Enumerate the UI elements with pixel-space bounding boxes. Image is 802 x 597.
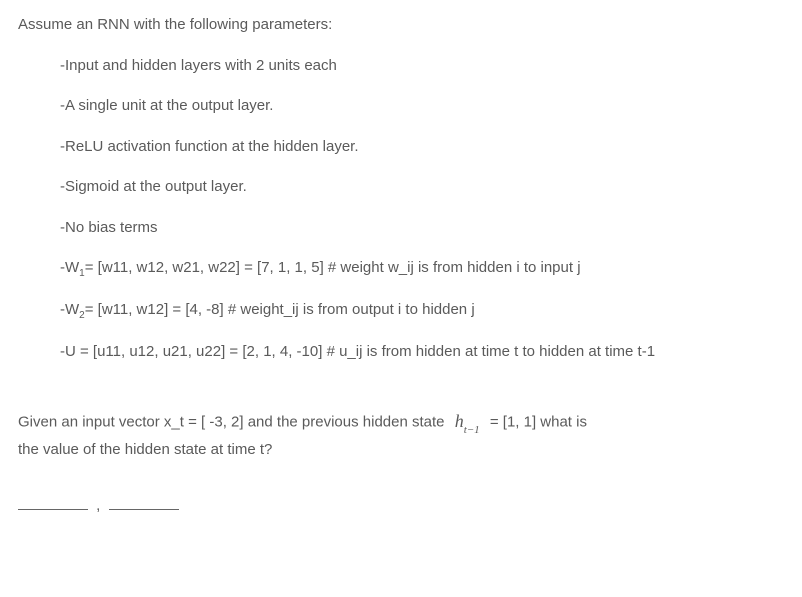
math-h-sub: t−1 bbox=[464, 424, 480, 436]
bullet-item: -A single unit at the output layer. bbox=[60, 95, 784, 118]
question-block: Given an input vector x_t = [ -3, 2] and… bbox=[18, 408, 784, 462]
answer-blank-2[interactable] bbox=[109, 496, 179, 510]
answer-blank-1[interactable] bbox=[18, 496, 88, 510]
question-line1: Given an input vector x_t = [ -3, 2] and… bbox=[18, 408, 784, 437]
bullet-item: -Input and hidden layers with 2 units ea… bbox=[60, 55, 784, 78]
math-h-t-minus-1: ht−1 bbox=[455, 408, 480, 437]
w1-rest: = [w11, w12, w21, w22] = [7, 1, 1, 5] # … bbox=[85, 259, 581, 276]
bullet-item: -ReLU activation function at the hidden … bbox=[60, 136, 784, 159]
w2-rest: = [w11, w12] = [4, -8] # weight_ij is fr… bbox=[85, 301, 475, 318]
w1-prefix: -W bbox=[60, 259, 79, 276]
w2-prefix: -W bbox=[60, 301, 79, 318]
question-part1: Given an input vector x_t = [ -3, 2] and… bbox=[18, 413, 449, 430]
bullet-item: -U = [u11, u12, u21, u22] = [2, 1, 4, -1… bbox=[60, 341, 784, 364]
question-part2: = [1, 1] what is bbox=[490, 413, 587, 430]
math-h-var: h bbox=[455, 411, 464, 431]
answer-blanks: , bbox=[18, 495, 784, 518]
bullet-item: -Sigmoid at the output layer. bbox=[60, 176, 784, 199]
comma: , bbox=[96, 497, 100, 514]
bullet-item: -No bias terms bbox=[60, 217, 784, 240]
bullet-item: -W1= [w11, w12, w21, w22] = [7, 1, 1, 5]… bbox=[60, 257, 784, 281]
bullet-list: -Input and hidden layers with 2 units ea… bbox=[18, 55, 784, 364]
question-line2: the value of the hidden state at time t? bbox=[18, 439, 784, 462]
intro-text: Assume an RNN with the following paramet… bbox=[18, 14, 784, 37]
bullet-item: -W2= [w11, w12] = [4, -8] # weight_ij is… bbox=[60, 299, 784, 323]
